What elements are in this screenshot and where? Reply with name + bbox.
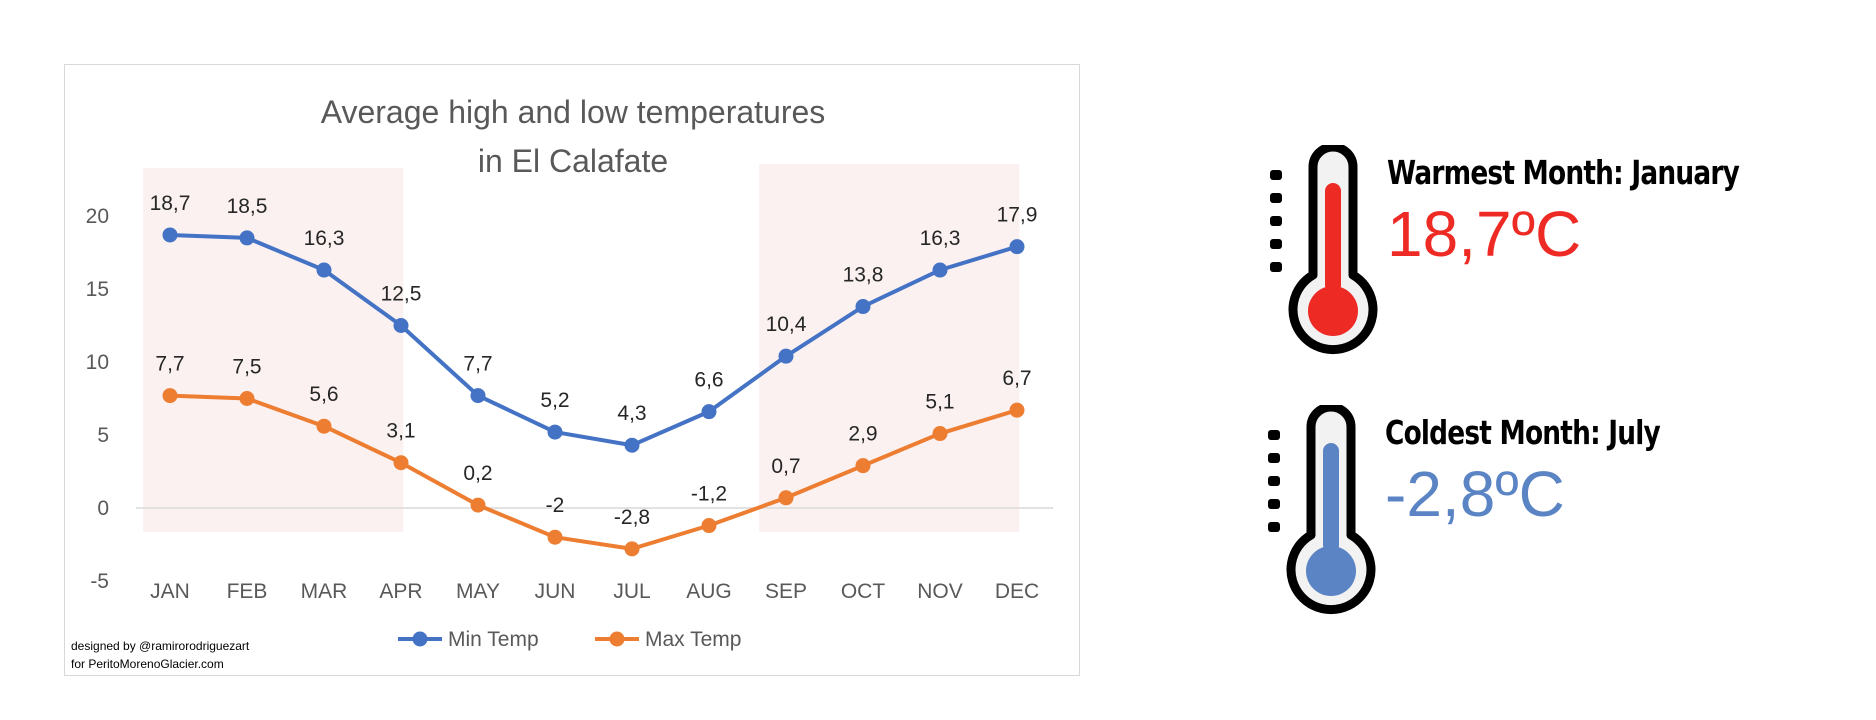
data-point xyxy=(778,348,794,364)
data-label: 16,3 xyxy=(920,227,961,250)
data-label: 10,4 xyxy=(766,313,807,336)
data-point xyxy=(316,262,332,278)
coldest-heading: Coldest Month: July xyxy=(1385,413,1661,452)
data-point xyxy=(239,230,255,246)
legend-label: Max Temp xyxy=(645,628,741,651)
data-label: 3,1 xyxy=(386,420,415,443)
data-label: -1,2 xyxy=(691,483,727,506)
data-label: 16,3 xyxy=(304,227,345,250)
x-tick-label: AUG xyxy=(686,580,732,603)
data-label: 0,7 xyxy=(771,455,800,478)
chart-title-line-1: Average high and low temperatures xyxy=(321,94,826,130)
data-point xyxy=(470,388,486,404)
data-label: 18,7 xyxy=(150,192,191,215)
warmest-month-panel: Warmest Month: January 18,7ºC xyxy=(1265,145,1825,365)
data-point xyxy=(547,424,563,440)
y-tick-label: 5 xyxy=(97,424,109,447)
data-label: 5,2 xyxy=(540,389,569,412)
data-point xyxy=(547,529,563,545)
x-tick-label: MAR xyxy=(301,580,348,603)
data-label: 5,6 xyxy=(309,383,338,406)
data-point xyxy=(162,388,178,404)
x-tick-label: DEC xyxy=(995,580,1039,603)
data-point xyxy=(855,299,871,315)
data-label: 7,7 xyxy=(463,353,492,376)
y-tick-label: 10 xyxy=(86,351,109,374)
cold-mercury xyxy=(1323,443,1339,553)
legend-label: Min Temp xyxy=(448,628,539,651)
data-label: 0,2 xyxy=(463,462,492,485)
data-label: -2 xyxy=(546,494,565,517)
data-point xyxy=(624,541,640,557)
x-tick-label: JUN xyxy=(535,580,576,603)
y-tick-label: 15 xyxy=(86,278,109,301)
legend-marker xyxy=(609,631,625,647)
warmest-value: 18,7ºC xyxy=(1387,198,1582,270)
shaded-band-2 xyxy=(759,164,1020,532)
data-point xyxy=(239,391,255,406)
x-tick-label: NOV xyxy=(917,580,963,603)
data-label: 6,7 xyxy=(1002,367,1031,390)
legend-marker xyxy=(412,631,428,647)
data-label: 2,9 xyxy=(848,423,877,446)
x-tick-label: SEP xyxy=(765,580,807,603)
x-tick-label: MAY xyxy=(456,580,500,603)
data-point xyxy=(701,404,717,420)
series-line-min-temp xyxy=(169,232,1018,448)
data-label: 6,6 xyxy=(694,369,723,392)
cold-thermometer-icon xyxy=(1268,405,1376,615)
data-label: 5,1 xyxy=(925,391,954,414)
data-point xyxy=(624,437,640,453)
data-point xyxy=(855,458,871,474)
y-tick-label: 20 xyxy=(86,205,109,228)
data-point xyxy=(470,497,486,513)
data-label: 7,7 xyxy=(155,353,184,376)
data-label: -2,8 xyxy=(614,506,650,529)
data-label: 13,8 xyxy=(843,264,884,287)
data-point xyxy=(393,455,409,471)
data-label: 17,9 xyxy=(997,204,1038,227)
x-tick-label: APR xyxy=(379,580,422,603)
x-tick-label: FEB xyxy=(227,580,268,603)
data-label: 7,5 xyxy=(232,356,261,379)
coldest-month-panel: Coldest Month: July -2,8ºC xyxy=(1263,405,1823,625)
chart-title-line-2: in El Calafate xyxy=(478,143,668,179)
x-tick-label: JAN xyxy=(150,580,190,603)
x-tick-label: OCT xyxy=(841,580,886,603)
shaded-band-1 xyxy=(143,168,404,532)
data-point xyxy=(932,262,948,278)
hot-bulb xyxy=(1308,286,1358,336)
warmest-heading: Warmest Month: January xyxy=(1387,153,1740,192)
series-line-max-temp xyxy=(169,393,1018,551)
data-label: 18,5 xyxy=(227,195,268,218)
y-tick-label: -5 xyxy=(90,570,109,593)
data-label: 12,5 xyxy=(381,283,422,306)
hot-mercury xyxy=(1325,183,1341,293)
coldest-value: -2,8ºC xyxy=(1385,458,1565,530)
data-point xyxy=(778,490,794,506)
data-point xyxy=(162,227,178,243)
hot-thermometer-icon xyxy=(1270,145,1378,355)
data-point xyxy=(701,518,717,534)
data-point xyxy=(1009,239,1025,255)
y-tick-label: 0 xyxy=(97,497,109,520)
data-label: 4,3 xyxy=(617,402,646,425)
cold-bulb xyxy=(1306,546,1356,596)
data-point xyxy=(1009,402,1025,418)
data-point xyxy=(393,318,409,333)
designer-credit: designed by @ramirorodriguezart xyxy=(71,639,250,653)
data-point xyxy=(316,418,332,434)
chart-frame: Average high and low temperatures in El C… xyxy=(64,64,1080,676)
x-tick-label: JUL xyxy=(613,580,650,603)
data-point xyxy=(932,426,948,442)
line-chart: Average high and low temperatures in El C… xyxy=(86,94,1053,651)
website-credit: for PeritoMorenoGlacier.com xyxy=(71,657,224,671)
